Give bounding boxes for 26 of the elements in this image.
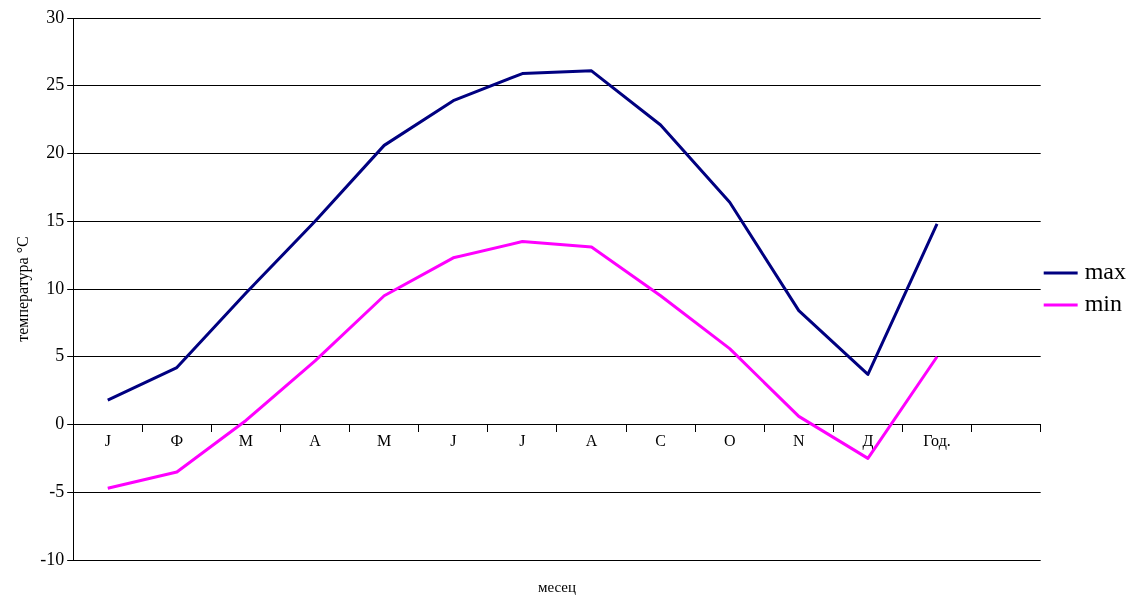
y-tick-label: 0	[55, 413, 65, 434]
x-tick-label: C	[655, 432, 666, 450]
x-tick-label: M	[238, 432, 254, 450]
x-tick-label: N	[793, 432, 806, 450]
x-tick-label: J	[519, 432, 526, 450]
x-tick-label: A	[585, 432, 598, 450]
y-tick-label: 15	[46, 209, 65, 230]
x-tick-label: A	[309, 432, 322, 450]
y-tick-label: 10	[46, 277, 65, 298]
y-tick-label: 30	[46, 6, 65, 27]
y-tick-label: 25	[46, 74, 65, 95]
y-axis-title: температура °C	[13, 236, 32, 342]
x-tick-label: Д	[862, 432, 874, 451]
y-tick-label: 20	[46, 142, 65, 163]
x-tick-label: M	[377, 432, 392, 450]
x-tick-label: Год.	[923, 432, 951, 451]
y-tick-label: -10	[40, 548, 65, 569]
x-tick-label: Ф	[170, 432, 184, 450]
x-tick-label: J	[450, 432, 457, 450]
legend-label: max	[1084, 258, 1127, 285]
x-axis-title: месец	[537, 578, 576, 595]
legend-label: min	[1084, 290, 1123, 317]
x-tick-label: O	[723, 432, 736, 450]
x-tick-label: J	[104, 432, 111, 450]
y-tick-label: 5	[55, 345, 65, 366]
y-tick-label: -5	[49, 480, 65, 501]
